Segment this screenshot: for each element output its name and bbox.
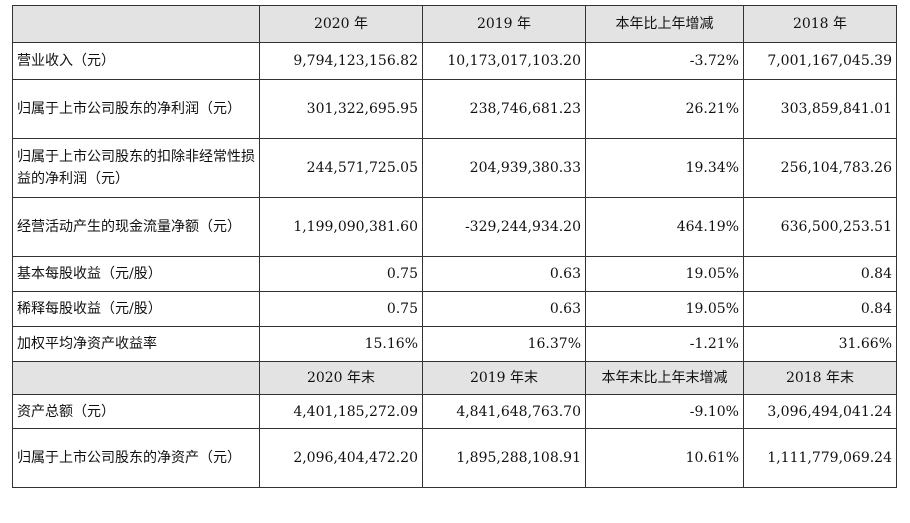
cell-value: 10.61% xyxy=(585,428,744,488)
cell-value: -1.21% xyxy=(585,326,744,362)
table-row: 归属于上市公司股东的净利润（元） 301,322,695.95 238,746,… xyxy=(12,79,897,139)
cell-value: 1,199,090,381.60 xyxy=(259,197,423,257)
cell-value: 7,001,167,045.39 xyxy=(743,42,897,80)
cell-value: 301,322,695.95 xyxy=(259,79,423,139)
cell-value: 31.66% xyxy=(743,326,897,362)
cell-value: 0.63 xyxy=(422,256,586,292)
row-label: 归属于上市公司股东的净资产（元） xyxy=(12,428,260,488)
cell-value: -9.10% xyxy=(585,394,744,429)
cell-value: -3.72% xyxy=(585,42,744,80)
table-row: 稀释每股收益（元/股） 0.75 0.63 19.05% 0.84 xyxy=(12,291,897,327)
cell-value: 204,939,380.33 xyxy=(422,138,586,198)
cell-value: 2,096,404,472.20 xyxy=(259,428,423,488)
cell-value: 19.05% xyxy=(585,256,744,292)
cell-value: 1,895,288,108.91 xyxy=(422,428,586,488)
cell-value: 15.16% xyxy=(259,326,423,362)
row-label: 经营活动产生的现金流量净额（元） xyxy=(12,197,260,257)
header-2019-end: 2019 年末 xyxy=(422,361,586,395)
cell-value: 26.21% xyxy=(585,79,744,139)
row-label: 基本每股收益（元/股） xyxy=(12,256,260,292)
table-row: 归属于上市公司股东的扣除非经常性损益的净利润（元） 244,571,725.05… xyxy=(12,138,897,198)
cell-value: 256,104,783.26 xyxy=(743,138,897,198)
header-corner-cell xyxy=(12,5,260,43)
cell-value: 0.84 xyxy=(743,291,897,327)
table-row: 归属于上市公司股东的净资产（元） 2,096,404,472.20 1,895,… xyxy=(12,428,897,488)
cell-value: 3,096,494,041.24 xyxy=(743,394,897,429)
cell-value: 464.19% xyxy=(585,197,744,257)
cell-value: 9,794,123,156.82 xyxy=(259,42,423,80)
cell-value: -329,244,934.20 xyxy=(422,197,586,257)
header-corner-cell xyxy=(12,361,260,395)
table-row: 基本每股收益（元/股） 0.75 0.63 19.05% 0.84 xyxy=(12,256,897,292)
cell-value: 4,401,185,272.09 xyxy=(259,394,423,429)
header-row-yearend: 2020 年末 2019 年末 本年末比上年末增减 2018 年末 xyxy=(12,361,897,395)
row-label: 营业收入（元） xyxy=(12,42,260,80)
row-label: 资产总额（元） xyxy=(12,394,260,429)
table-row: 经营活动产生的现金流量净额（元） 1,199,090,381.60 -329,2… xyxy=(12,197,897,257)
cell-value: 19.05% xyxy=(585,291,744,327)
header-2018: 2018 年 xyxy=(743,5,897,43)
financial-table-container: 2020 年 2019 年 本年比上年增减 2018 年 营业收入（元） 9,7… xyxy=(12,5,897,488)
header-2020: 2020 年 xyxy=(259,5,423,43)
cell-value: 0.75 xyxy=(259,291,423,327)
header-2018-end: 2018 年末 xyxy=(743,361,897,395)
cell-value: 0.75 xyxy=(259,256,423,292)
table-row: 资产总额（元） 4,401,185,272.09 4,841,648,763.7… xyxy=(12,394,897,429)
cell-value: 0.84 xyxy=(743,256,897,292)
financial-summary-table: 2020 年 2019 年 本年比上年增减 2018 年 营业收入（元） 9,7… xyxy=(12,5,897,488)
header-change: 本年比上年增减 xyxy=(585,5,744,43)
row-label: 归属于上市公司股东的扣除非经常性损益的净利润（元） xyxy=(12,138,260,198)
header-2020-end: 2020 年末 xyxy=(259,361,423,395)
row-label: 加权平均净资产收益率 xyxy=(12,326,260,362)
header-change-end: 本年末比上年末增减 xyxy=(585,361,744,395)
cell-value: 303,859,841.01 xyxy=(743,79,897,139)
cell-value: 4,841,648,763.70 xyxy=(422,394,586,429)
header-2019: 2019 年 xyxy=(422,5,586,43)
cell-value: 19.34% xyxy=(585,138,744,198)
row-label: 稀释每股收益（元/股） xyxy=(12,291,260,327)
table-row: 营业收入（元） 9,794,123,156.82 10,173,017,103.… xyxy=(12,42,897,80)
header-row-annual: 2020 年 2019 年 本年比上年增减 2018 年 xyxy=(12,5,897,43)
row-label: 归属于上市公司股东的净利润（元） xyxy=(12,79,260,139)
cell-value: 10,173,017,103.20 xyxy=(422,42,586,80)
cell-value: 636,500,253.51 xyxy=(743,197,897,257)
cell-value: 0.63 xyxy=(422,291,586,327)
cell-value: 238,746,681.23 xyxy=(422,79,586,139)
cell-value: 1,111,779,069.24 xyxy=(743,428,897,488)
table-row: 加权平均净资产收益率 15.16% 16.37% -1.21% 31.66% xyxy=(12,326,897,362)
cell-value: 16.37% xyxy=(422,326,586,362)
cell-value: 244,571,725.05 xyxy=(259,138,423,198)
